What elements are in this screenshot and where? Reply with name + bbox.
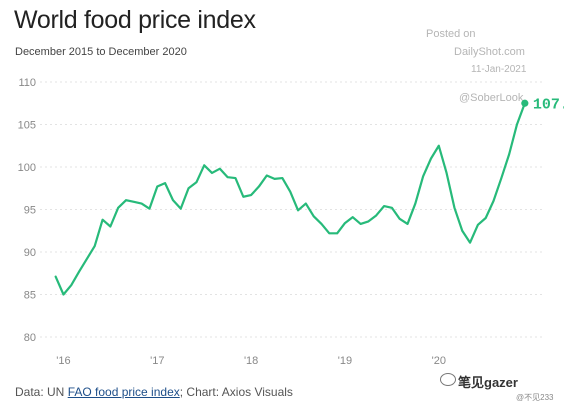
x-tick-label: '18 [244,355,258,367]
x-tick-label: '17 [150,355,164,367]
y-axis-ticks: 80 85 90 95 100 105 110 [18,77,36,344]
series-line [54,102,526,296]
end-point-marker [521,99,529,107]
gridlines [40,81,542,338]
wechat-watermark-name: 笔见gazer [458,375,518,390]
x-tick-label: '16 [56,355,70,367]
x-tick-label: '20 [432,355,446,367]
x-tick-label: '19 [338,355,352,367]
watermark-posted-on: Posted on [426,28,476,40]
y-tick-label: 100 [18,162,36,174]
watermark-handle: @SoberLook [459,92,524,104]
source-link[interactable]: FAO food price index [67,385,180,399]
chart-title: World food price index [14,6,256,34]
source-suffix: ; Chart: Axios Visuals [179,385,293,399]
y-tick-label: 85 [24,290,36,302]
end-value-label: 107.5 [533,96,564,113]
y-tick-label: 80 [24,332,36,344]
watermark-site: DailyShot.com [454,46,525,58]
source-note: Data: UN FAO food price index; Chart: Ax… [15,385,293,399]
y-tick-label: 105 [18,120,36,132]
y-tick-label: 110 [18,77,36,89]
y-tick-label: 95 [24,205,36,217]
y-tick-label: 90 [24,247,36,259]
wechat-icon [440,373,456,386]
source-prefix: Data: UN [15,385,68,399]
chart-subtitle: December 2015 to December 2020 [15,46,187,58]
x-axis-ticks: '16 '17 '18 '19 '20 [56,355,446,367]
watermark-date: 11-Jan-2021 [471,64,527,75]
wechat-watermark-sub: @不见233 [516,393,554,402]
